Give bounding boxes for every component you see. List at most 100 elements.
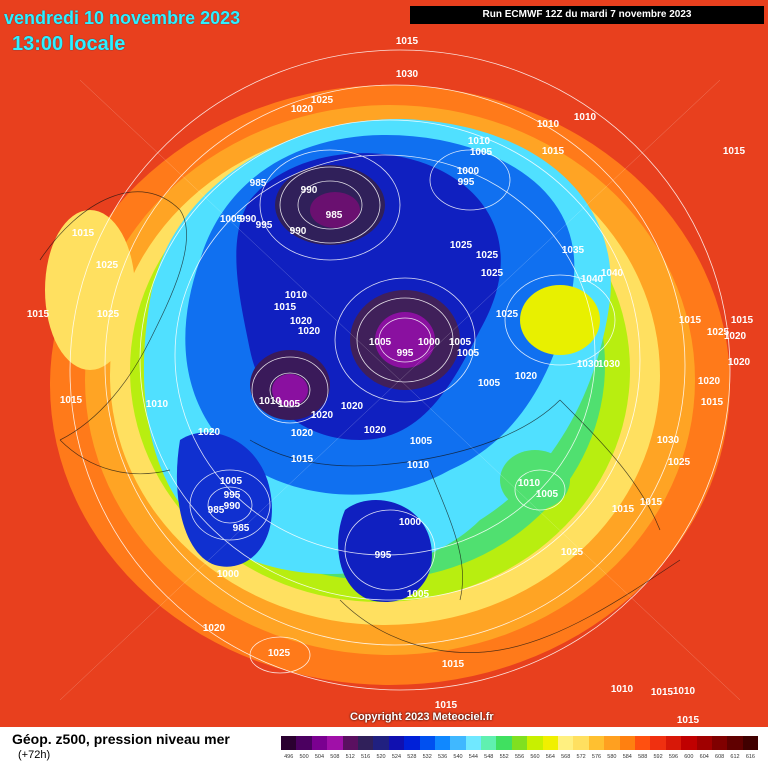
scale-swatch bbox=[527, 736, 543, 750]
isobar-label: 1005 bbox=[470, 147, 493, 158]
yellow-west bbox=[45, 210, 135, 370]
scale-label: 540 bbox=[453, 754, 463, 760]
isobar-label: 1015 bbox=[640, 497, 663, 508]
scale-label: 616 bbox=[745, 754, 755, 760]
isobar-label: 1015 bbox=[396, 36, 419, 47]
scale-label: 608 bbox=[715, 754, 725, 760]
low-west-core bbox=[272, 374, 308, 406]
isobar-label: 1020 bbox=[290, 316, 313, 327]
isobar-label: 1010 bbox=[673, 686, 696, 697]
isobar-label: 1010 bbox=[407, 460, 430, 471]
scale-label: 596 bbox=[668, 754, 679, 760]
isobar-label: 985 bbox=[208, 505, 225, 516]
high-east bbox=[520, 285, 600, 355]
isobar-label: 995 bbox=[458, 177, 475, 188]
isobar-label: 1020 bbox=[698, 376, 721, 387]
isobar-label: 1010 bbox=[259, 396, 282, 407]
scale-swatch bbox=[281, 736, 297, 750]
scale-label: 556 bbox=[514, 754, 525, 760]
forecast-time-title: 13:00 locale bbox=[12, 33, 126, 55]
isobar-label: 985 bbox=[250, 178, 267, 189]
isobar-label: 1000 bbox=[457, 166, 480, 177]
scale-swatch bbox=[419, 736, 435, 750]
scale-swatch bbox=[604, 736, 620, 750]
scale-label: 584 bbox=[622, 754, 632, 760]
color-scale bbox=[281, 736, 759, 750]
isobar-label: 1025 bbox=[450, 240, 473, 251]
isobar-label: 1020 bbox=[203, 623, 226, 634]
isobar-label: 1025 bbox=[97, 309, 120, 320]
scale-label: 544 bbox=[468, 754, 478, 760]
scale-label: 576 bbox=[591, 754, 602, 760]
scale-swatch bbox=[511, 736, 528, 750]
isobar-label: 1005 bbox=[220, 214, 243, 225]
scale-label: 560 bbox=[530, 754, 540, 760]
scale-label: 600 bbox=[684, 754, 694, 760]
scale-label: 612 bbox=[730, 754, 740, 760]
legend-subtitle: (+72h) bbox=[18, 749, 51, 761]
isobar-label: 1020 bbox=[341, 401, 364, 412]
isobar-label: 985 bbox=[233, 523, 250, 534]
isobar-label: 995 bbox=[397, 348, 414, 359]
scale-label: 532 bbox=[422, 754, 432, 760]
scale-label: 496 bbox=[284, 754, 294, 760]
scale-swatch bbox=[634, 736, 651, 750]
weather-map: 1015103010251020101010101015101010051000… bbox=[26, 36, 754, 726]
scale-label: 552 bbox=[499, 754, 509, 760]
scale-swatch bbox=[404, 736, 420, 750]
scale-swatch bbox=[388, 736, 405, 750]
scale-label: 516 bbox=[361, 754, 371, 760]
forecast-date-title: vendredi 10 novembre 2023 bbox=[4, 8, 241, 28]
scale-swatch bbox=[342, 736, 358, 750]
scale-label: 520 bbox=[376, 754, 386, 760]
isobar-label: 1015 bbox=[291, 454, 314, 465]
scale-swatch bbox=[619, 736, 635, 750]
isobar-label: 1000 bbox=[418, 337, 441, 348]
isobar-label: 1015 bbox=[651, 687, 674, 698]
isobar-label: 1020 bbox=[298, 326, 321, 337]
scale-label: 528 bbox=[407, 754, 417, 760]
scale-swatch bbox=[465, 736, 482, 750]
isobar-label: 995 bbox=[224, 490, 241, 501]
isobar-label: 990 bbox=[301, 185, 318, 196]
isobar-label: 1015 bbox=[442, 659, 465, 670]
scale-label: 580 bbox=[607, 754, 617, 760]
isobar-label: 1035 bbox=[562, 245, 585, 256]
scale-swatch bbox=[496, 736, 512, 750]
isobar-label: 1015 bbox=[27, 309, 50, 320]
isobar-label: 1005 bbox=[478, 378, 501, 389]
isobar-label: 1015 bbox=[723, 146, 746, 157]
scale-label: 604 bbox=[699, 754, 709, 760]
scale-label: 588 bbox=[638, 754, 648, 760]
color-scale-labels: 496 500 504 508 512 516 520 524 528 532 536 540 544 5… bbox=[281, 754, 758, 760]
isobar-label: 1010 bbox=[146, 399, 169, 410]
isobar-label: 1000 bbox=[217, 569, 240, 580]
model-run-info: Run ECMWF 12Z du mardi 7 novembre 2023 bbox=[410, 6, 764, 24]
isobar-label: 1015 bbox=[60, 395, 83, 406]
legend-panel: Géop. z500, pression niveau mer (+72h) 4… bbox=[0, 727, 768, 768]
isobar-label: 1005 bbox=[457, 348, 480, 359]
isobar-lines bbox=[69, 49, 731, 691]
scale-label: 572 bbox=[576, 754, 586, 760]
isobar-label: 1010 bbox=[574, 112, 597, 123]
scale-label: 564 bbox=[545, 754, 555, 760]
isobar-labels: 1015103010251020101010101015101010051000… bbox=[27, 36, 754, 726]
isobar-label: 1020 bbox=[291, 104, 314, 115]
scale-swatch bbox=[573, 736, 589, 750]
isobar-label: 1020 bbox=[724, 331, 747, 342]
low-center-core bbox=[375, 312, 435, 368]
scale-swatch bbox=[481, 736, 497, 750]
isobar-label: 1025 bbox=[668, 457, 691, 468]
scale-swatch bbox=[296, 736, 312, 750]
isobar-label: 1020 bbox=[311, 410, 334, 421]
trough-south bbox=[338, 500, 432, 602]
isobar-label: 1020 bbox=[364, 425, 387, 436]
isobar-label: 1015 bbox=[72, 228, 95, 239]
isobar-label: 1005 bbox=[220, 476, 243, 487]
scale-label: 524 bbox=[391, 754, 402, 760]
scale-swatch bbox=[588, 736, 605, 750]
isobar-label: 1025 bbox=[496, 309, 519, 320]
blob-east bbox=[500, 450, 570, 510]
isobar-label: 990 bbox=[290, 226, 307, 237]
isobar-label: 1005 bbox=[369, 337, 392, 348]
